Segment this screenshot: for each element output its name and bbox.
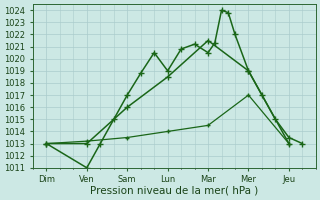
X-axis label: Pression niveau de la mer( hPa ): Pression niveau de la mer( hPa ) (90, 186, 259, 196)
